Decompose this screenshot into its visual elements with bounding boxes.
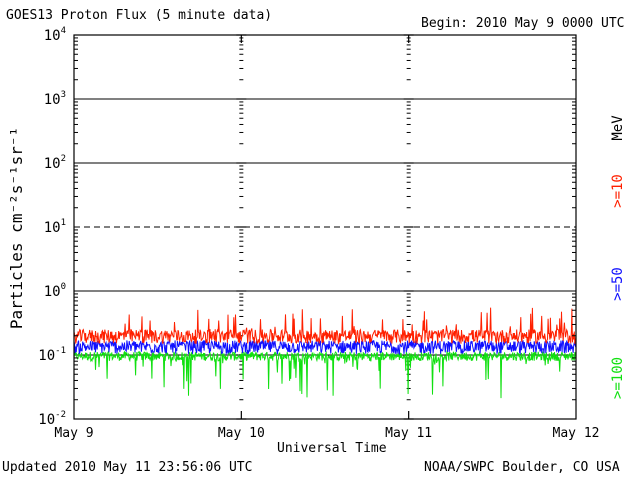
day-boundary-ticks — [236, 34, 414, 420]
y-tick-label: 102 — [44, 154, 66, 172]
y-tick-label: 10-1 — [38, 346, 66, 364]
y-tick-labels: 10-2 10-1 100 101 102 103 104 — [38, 26, 66, 428]
x-tick-label: May 10 — [218, 426, 265, 441]
y-tick-label: 103 — [44, 90, 66, 108]
y-tick-label: 10-2 — [38, 410, 66, 428]
legend-ge50: >=50 — [610, 267, 626, 301]
legend-ge10: >=10 — [610, 174, 626, 208]
x-tick-label: May 9 — [54, 426, 93, 441]
chart-title: GOES13 Proton Flux (5 minute data) — [6, 8, 273, 23]
series-layer — [73, 307, 577, 399]
x-tick-labels: May 9 May 10 May 11 May 12 — [54, 426, 599, 441]
y-minor-ticks — [74, 37, 576, 401]
plot-frame — [73, 34, 577, 420]
series-line — [73, 338, 577, 356]
x-tick-label: May 11 — [385, 426, 432, 441]
y-tick-label: 100 — [44, 282, 66, 300]
x-axis-title: Universal Time — [277, 441, 387, 456]
legend-unit-mev: MeV — [610, 115, 626, 141]
y-tick-label: 101 — [44, 218, 66, 236]
y-tick-label: 104 — [44, 26, 66, 44]
series-line — [73, 350, 577, 399]
y-axis-title: Particles cm⁻²s⁻¹sr⁻¹ — [7, 127, 26, 329]
x-tick-label: May 12 — [553, 426, 600, 441]
credit-label: NOAA/SWPC Boulder, CO USA — [424, 460, 620, 475]
begin-time: Begin: 2010 May 9 0000 UTC — [421, 16, 625, 31]
grid-lines — [74, 98, 576, 356]
legend-ge100: >=100 — [610, 357, 626, 399]
series-line — [73, 307, 577, 346]
updated-time: Updated 2010 May 11 23:56:06 UTC — [2, 460, 253, 475]
